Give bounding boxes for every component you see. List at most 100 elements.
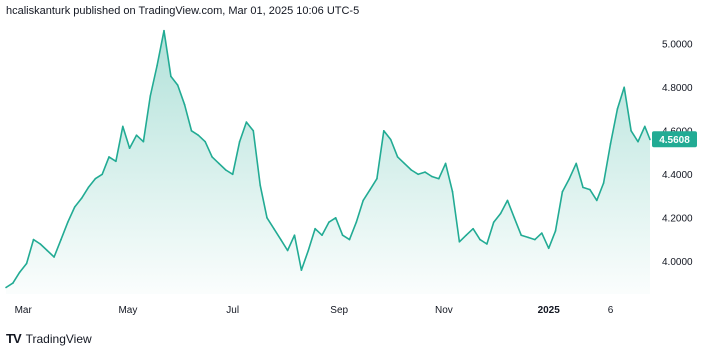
y-tick-label: 4.0000	[662, 257, 693, 268]
data-point	[623, 86, 625, 89]
data-point	[218, 162, 220, 165]
published-caption: hcaliskanturk published on TradingView.c…	[6, 5, 360, 17]
data-point	[568, 177, 571, 180]
data-point	[383, 130, 385, 132]
data-point	[630, 130, 632, 132]
data-point	[403, 162, 406, 165]
data-point	[596, 199, 598, 202]
data-point	[101, 173, 103, 176]
data-point	[204, 140, 206, 143]
price-badge-value: 4.5608	[659, 135, 690, 146]
data-point	[60, 238, 62, 241]
data-point	[348, 238, 351, 241]
data-point	[170, 75, 172, 78]
data-point	[417, 173, 420, 176]
data-point	[355, 221, 358, 223]
data-point	[534, 238, 536, 241]
last-price-badge: 4.5608	[652, 131, 697, 148]
data-point	[149, 95, 152, 97]
data-point	[176, 84, 179, 86]
data-point	[527, 236, 529, 239]
brand-name[interactable]: TradingView	[25, 331, 92, 346]
area-fill	[6, 30, 650, 294]
data-point	[183, 103, 186, 106]
data-point	[80, 197, 83, 200]
data-point	[128, 147, 131, 149]
data-point	[644, 125, 646, 128]
data-point	[259, 184, 262, 186]
data-point	[300, 269, 303, 271]
data-point	[465, 234, 468, 236]
data-point	[273, 227, 275, 230]
data-point	[451, 190, 454, 193]
data-point	[369, 188, 371, 191]
x-tick-label: 6	[608, 305, 614, 316]
data-point	[286, 249, 289, 252]
data-point	[12, 282, 14, 284]
data-point	[328, 221, 330, 223]
data-point	[25, 262, 28, 265]
data-point	[314, 227, 316, 230]
data-point	[122, 125, 124, 128]
data-point	[135, 134, 138, 136]
data-point	[424, 171, 426, 173]
data-point	[486, 243, 488, 245]
data-point	[438, 177, 440, 180]
data-point	[108, 156, 110, 158]
x-tick-label: 2025	[538, 305, 561, 316]
data-point	[245, 121, 248, 123]
data-point	[238, 140, 241, 143]
data-point	[589, 188, 591, 191]
data-point	[266, 217, 268, 219]
data-point	[649, 138, 651, 141]
price-badge-background	[652, 131, 697, 148]
data-point	[321, 234, 323, 236]
data-point	[609, 143, 612, 145]
data-point	[520, 234, 522, 236]
footer-branding: TV TradingView	[6, 331, 92, 346]
data-point	[252, 130, 255, 132]
data-point	[637, 140, 639, 143]
data-point	[142, 140, 145, 143]
data-point	[472, 227, 474, 230]
data-point	[94, 177, 97, 180]
data-point	[389, 138, 392, 141]
data-point	[231, 173, 234, 176]
data-point	[280, 238, 282, 241]
data-point	[561, 190, 564, 193]
x-tick-label: Nov	[435, 305, 453, 316]
data-point	[479, 238, 481, 241]
data-point	[396, 156, 399, 158]
data-point	[53, 256, 55, 258]
data-point	[163, 29, 165, 32]
data-point	[431, 175, 433, 178]
data-point	[541, 232, 543, 234]
data-point	[190, 130, 193, 132]
data-point	[115, 160, 117, 163]
y-tick-label: 4.8000	[662, 83, 693, 94]
data-point	[492, 221, 495, 223]
y-tick-label: 5.0000	[662, 39, 693, 50]
data-point	[341, 234, 344, 236]
data-point	[18, 271, 21, 274]
data-point	[376, 177, 378, 180]
data-point	[39, 243, 42, 245]
data-point	[334, 217, 337, 219]
data-point	[554, 230, 557, 232]
data-point	[575, 162, 577, 165]
data-point	[5, 286, 7, 289]
x-tick-label: May	[118, 305, 137, 316]
x-tick-label: Mar	[15, 305, 33, 316]
data-point	[87, 186, 90, 189]
data-point	[362, 199, 365, 202]
data-point	[197, 134, 200, 136]
data-point	[616, 108, 619, 110]
area-fill-layer	[6, 30, 650, 294]
data-point	[513, 217, 516, 219]
price-line-layer	[5, 29, 651, 289]
data-point	[458, 241, 461, 243]
data-point	[225, 169, 227, 171]
